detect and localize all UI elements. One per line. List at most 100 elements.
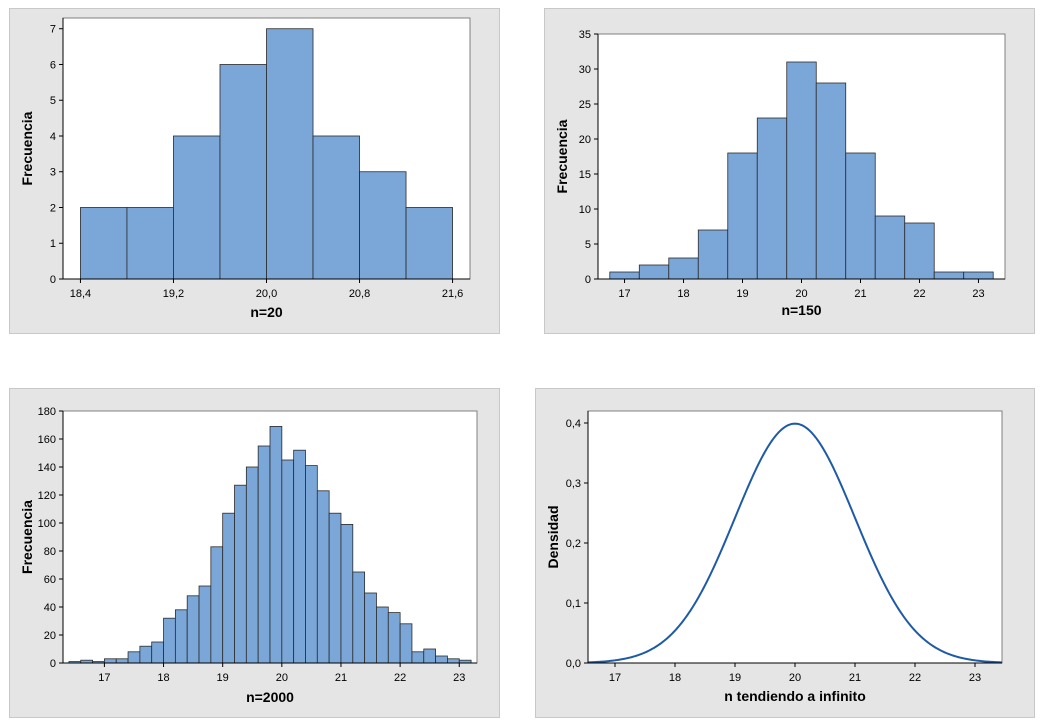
y-axis-label: Frecuencia: [19, 500, 35, 574]
x-tick-label: 20,8: [349, 288, 370, 300]
histogram-bar: [127, 651, 141, 664]
y-tick-label: 2: [50, 202, 56, 214]
histogram-bar: [411, 651, 425, 664]
histogram-n2000: 0 20 40 60 80 100 120 140 160 180 17 18 19 20 21 22 23 n=…: [19, 406, 478, 705]
histogram-bar: [173, 135, 221, 280]
histogram-bar: [80, 207, 128, 280]
density-curve: [587, 422, 1003, 664]
histogram-bar: [174, 609, 188, 664]
y-axis-label: Frecuencia: [554, 119, 570, 193]
histogram-bar: [312, 135, 360, 280]
histogram-bar: [933, 271, 965, 280]
histogram-bar: [815, 82, 847, 280]
histogram-bar: [387, 612, 401, 664]
y-tick-label: 0,3: [566, 478, 581, 490]
y-tick-label: 0,2: [566, 538, 581, 550]
histogram-bar: [756, 117, 788, 280]
histogram-bar: [316, 490, 330, 664]
y-axis-label: Densidad: [545, 505, 561, 568]
y-tick-label: 3: [50, 167, 56, 179]
histogram-bar: [163, 617, 176, 664]
x-tick-label: 22: [913, 288, 925, 300]
histogram-n20: 0 1 2 3 4 5 6 7 18,4 19,2 20,0 20,8 21,6 n=20 Frecuenc…: [19, 17, 471, 320]
histogram-bar: [257, 445, 271, 664]
x-axis-label: n tendiendo a infinito: [724, 688, 866, 704]
y-tick-label: 0,0: [566, 658, 581, 670]
histogram-bar: [359, 171, 407, 280]
chart-panel-infinite: 0,0 0,1 0,2 0,3 0,4 17 18 19 20 21 22 23 n tendiendo…: [535, 388, 1035, 718]
y-tick-label: 0,4: [566, 418, 581, 430]
x-tick-label: 23: [453, 672, 465, 684]
histogram-bar: [245, 466, 259, 664]
density-normal: 0,0 0,1 0,2 0,3 0,4 17 18 19 20 21 22 23 n tendiendo…: [545, 410, 1003, 704]
x-tick-label: 19: [736, 288, 748, 300]
y-tick-label: 5: [585, 239, 591, 251]
histogram-n150: 0 5 10 15 20 25 30 35 17 18 19 20 21 22 23 n=150 Frecuen…: [554, 29, 1006, 318]
y-tick-label: 80: [44, 546, 56, 558]
y-tick-label: 0,1: [566, 598, 581, 610]
x-axis-label: n=2000: [246, 689, 294, 705]
histogram-bar: [364, 592, 377, 664]
x-tick-label: 20,0: [256, 288, 277, 300]
y-axis-label: Frecuencia: [19, 111, 35, 185]
histogram-bar: [447, 658, 460, 664]
y-tick-label: 7: [50, 24, 56, 36]
histogram-bar: [963, 271, 994, 280]
x-tick-label: 23: [969, 672, 981, 684]
y-tick-label: 120: [38, 490, 56, 502]
y-tick-label: 6: [50, 59, 56, 71]
y-tick-label: 0: [50, 274, 56, 286]
y-tick-label: 35: [579, 29, 591, 41]
x-tick-label: 21,6: [442, 288, 463, 300]
histogram-bar: [609, 271, 640, 280]
histogram-bar: [874, 215, 906, 280]
histogram-bar: [423, 648, 436, 664]
chart-panel-n2000: 0 20 40 60 80 100 120 140 160 180 17 18 19 20 21 22 23 n=…: [9, 388, 500, 718]
y-tick-label: 1: [50, 238, 56, 250]
x-tick-label: 19: [729, 672, 741, 684]
histogram-bar: [845, 152, 876, 280]
y-tick-label: 160: [38, 434, 56, 446]
y-tick-label: 0: [585, 274, 591, 286]
x-tick-label: 19,2: [163, 288, 184, 300]
y-tick-label: 15: [579, 169, 591, 181]
y-tick-label: 180: [38, 406, 56, 418]
histogram-bar: [697, 229, 729, 280]
histogram-bar: [638, 264, 670, 280]
histogram-bar: [405, 207, 453, 280]
y-tick-label: 60: [44, 574, 56, 586]
y-tick-label: 100: [38, 518, 56, 530]
x-tick-label: 21: [854, 288, 866, 300]
histogram-bar: [727, 152, 758, 280]
histogram-bar: [222, 512, 235, 664]
x-tick-label: 18: [669, 672, 681, 684]
x-tick-label: 17: [609, 672, 621, 684]
histogram-bar: [293, 449, 306, 664]
histogram-bar: [104, 658, 117, 664]
x-tick-label: 20: [789, 672, 801, 684]
x-tick-label: 17: [618, 288, 630, 300]
histogram-bar: [139, 645, 153, 664]
histogram-bar: [305, 465, 318, 664]
histogram-bar: [281, 459, 295, 664]
x-tick-label: 20: [795, 288, 807, 300]
y-tick-label: 25: [579, 99, 591, 111]
x-tick-label: 18: [157, 672, 169, 684]
x-tick-label: 18: [677, 288, 689, 300]
y-tick-label: 140: [38, 462, 56, 474]
histogram-bar: [904, 222, 935, 280]
histogram-bar: [786, 61, 817, 280]
y-tick-label: 40: [44, 602, 56, 614]
histogram-bar: [219, 64, 267, 280]
histogram-bar: [266, 28, 314, 280]
x-tick-label: 21: [335, 672, 347, 684]
plot-area: [587, 410, 1003, 664]
chart-panel-n20: 0 1 2 3 4 5 6 7 18,4 19,2 20,0 20,8 21,6 n=20 Frecuenc…: [9, 8, 500, 334]
x-tick-label: 22: [394, 672, 406, 684]
chart-panel-n150: 0 5 10 15 20 25 30 35 17 18 19 20 21 22 23 n=150 Frecuen…: [544, 8, 1035, 334]
histogram-bar: [668, 257, 699, 280]
y-tick-label: 10: [579, 204, 591, 216]
y-tick-label: 4: [50, 131, 56, 143]
histogram-bar: [328, 512, 342, 664]
x-tick-label: 18,4: [70, 288, 91, 300]
